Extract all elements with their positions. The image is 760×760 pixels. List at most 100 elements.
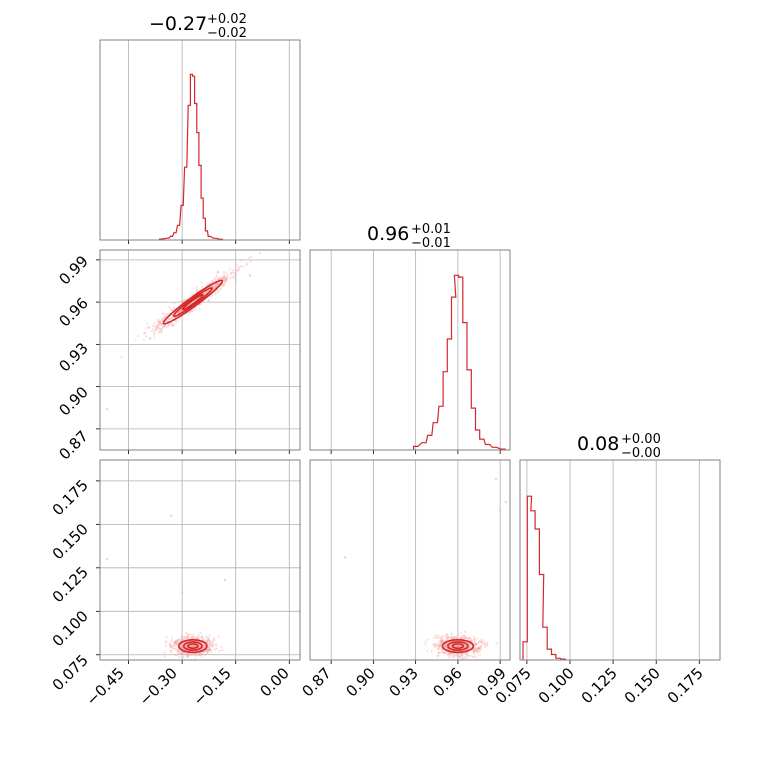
scatter-point bbox=[189, 644, 192, 647]
scatter-point bbox=[176, 651, 179, 654]
scatter-point bbox=[465, 656, 468, 660]
scatter-point bbox=[437, 646, 440, 650]
scatter-outlier bbox=[216, 271, 219, 274]
scatter-point bbox=[440, 638, 443, 641]
scatter-point bbox=[120, 356, 123, 359]
scatter-point bbox=[168, 644, 171, 647]
scatter-point bbox=[206, 283, 209, 286]
scatter-point bbox=[486, 643, 489, 646]
scatter-point bbox=[432, 643, 435, 647]
scatter-point bbox=[202, 643, 205, 647]
scatter-point bbox=[443, 646, 446, 649]
scatter-point bbox=[463, 645, 466, 649]
scatter-point bbox=[204, 649, 207, 652]
scatter-point bbox=[171, 637, 174, 640]
scatter-point bbox=[477, 647, 480, 650]
scatter-point bbox=[454, 654, 457, 657]
histogram-bars bbox=[159, 73, 224, 240]
scatter-point bbox=[173, 307, 176, 310]
scatter-point bbox=[460, 652, 463, 656]
scatter-point bbox=[480, 638, 483, 641]
scatter-point bbox=[200, 636, 203, 640]
scatter-point bbox=[457, 644, 460, 647]
scatter-point bbox=[210, 641, 213, 644]
scatter-point bbox=[198, 653, 201, 657]
scatter-point bbox=[178, 310, 181, 313]
scatter-point bbox=[454, 645, 457, 648]
title-1-plus: +0.02 bbox=[207, 12, 247, 27]
scatter-point bbox=[454, 636, 458, 639]
scatter-point bbox=[430, 650, 433, 653]
scatter-point bbox=[223, 273, 226, 276]
scatter-point bbox=[456, 645, 459, 649]
scatter-point bbox=[441, 639, 444, 642]
scatter-point bbox=[160, 330, 163, 333]
scatter-point bbox=[176, 642, 180, 645]
scatter-point bbox=[228, 268, 231, 271]
scatter-point bbox=[226, 274, 229, 277]
scatter-point bbox=[147, 325, 150, 328]
scatter-point bbox=[204, 292, 207, 295]
scatter-point bbox=[190, 310, 194, 313]
scatter-point bbox=[170, 317, 173, 320]
x-tick-labels-col-1: −0.45 −0.30 −0.15 0.00 bbox=[83, 664, 293, 709]
scatter-point bbox=[456, 644, 460, 648]
scatter-point bbox=[161, 326, 165, 329]
scatter-point bbox=[213, 277, 216, 281]
histogram-bars bbox=[522, 495, 566, 660]
scatter-point bbox=[187, 634, 190, 638]
scatter-point bbox=[437, 643, 440, 646]
scatter-point bbox=[175, 643, 178, 646]
scatter-point bbox=[225, 276, 228, 279]
scatter-point bbox=[175, 639, 178, 642]
scatter-point bbox=[169, 646, 173, 649]
scatter-point bbox=[181, 646, 184, 649]
scatter-point bbox=[475, 648, 478, 651]
scatter-point bbox=[475, 649, 478, 652]
x-tick-label: 0.125 bbox=[578, 664, 621, 707]
scatter-point bbox=[224, 279, 227, 282]
scatter-point bbox=[463, 634, 466, 637]
scatter-point bbox=[470, 654, 473, 657]
scatter-point bbox=[468, 644, 471, 647]
scatter-point bbox=[175, 642, 178, 645]
scatter-point bbox=[215, 284, 218, 287]
scatter-point bbox=[203, 653, 206, 656]
scatter-point bbox=[426, 649, 429, 652]
scatter-point bbox=[471, 655, 474, 659]
scatter-point bbox=[475, 642, 478, 645]
scatter-point bbox=[198, 637, 201, 640]
scatter-point bbox=[156, 324, 159, 327]
scatter-outlier bbox=[181, 591, 184, 594]
scatter-point bbox=[155, 328, 158, 331]
scatter-point bbox=[434, 644, 437, 647]
scatter-outlier bbox=[106, 408, 109, 411]
scatter-point bbox=[449, 644, 453, 648]
scatter-point bbox=[463, 645, 466, 648]
scatter-point bbox=[191, 309, 194, 312]
scatter-point bbox=[190, 636, 194, 639]
scatter-point bbox=[436, 642, 439, 645]
scatter-point bbox=[206, 649, 209, 652]
scatter-point bbox=[173, 641, 176, 644]
scatter-point bbox=[449, 653, 453, 656]
scatter-point bbox=[215, 282, 218, 285]
scatter-point bbox=[189, 633, 192, 636]
scatter-point bbox=[192, 644, 195, 647]
scatter-point bbox=[474, 644, 477, 647]
scatter-point bbox=[191, 633, 194, 637]
scatter-point bbox=[451, 652, 455, 655]
scatter-point bbox=[186, 636, 189, 640]
scatter-point bbox=[158, 331, 161, 334]
scatter-point bbox=[453, 636, 456, 639]
scatter-point bbox=[157, 320, 161, 323]
scatter-point bbox=[473, 650, 476, 653]
scatter-point bbox=[459, 636, 462, 640]
scatter-point bbox=[217, 278, 220, 281]
scatter-point bbox=[220, 645, 223, 648]
scatter-point bbox=[221, 276, 224, 279]
scatter-point bbox=[449, 644, 452, 648]
scatter-point bbox=[172, 323, 175, 326]
scatter-point bbox=[215, 283, 218, 286]
scatter-point bbox=[200, 281, 203, 284]
